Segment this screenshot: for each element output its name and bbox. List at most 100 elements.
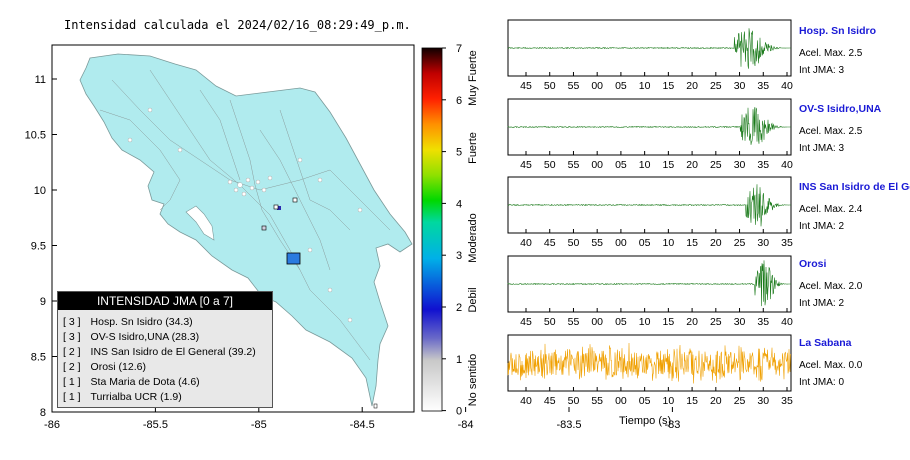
legend-level: 2 xyxy=(68,361,75,373)
station-marker xyxy=(292,197,298,203)
seismogram-tick-label: 30 xyxy=(757,395,769,407)
seismogram-tick-label: 20 xyxy=(686,316,698,328)
legend-item: [ 2 ] Orosi (12.6) xyxy=(63,361,146,373)
seismogram-trace xyxy=(507,342,792,384)
legend-label: INS San Isidro de El General (39.2) xyxy=(90,346,256,358)
legend-title: INTENSIDAD JMA [0 a 7] xyxy=(58,292,272,310)
seismogram-trace xyxy=(507,260,791,307)
station-marker xyxy=(277,206,281,210)
map-y-tick-label: 9 xyxy=(40,296,46,308)
legend-label: Turrialba UCR (1.9) xyxy=(90,391,182,403)
map-x-tick-label: -84.5 xyxy=(350,419,375,431)
legend-label: Orosi (12.6) xyxy=(90,361,146,373)
seismogram-tick-label: 40 xyxy=(781,316,793,328)
station-intensity: Int JMA: 2 xyxy=(799,221,845,232)
map-y-tick-label: 8 xyxy=(40,407,46,419)
legend-level: 1 xyxy=(68,391,75,403)
station-name: INS San Isidro de El Ge xyxy=(799,181,910,193)
colorbar-tick-label: 5 xyxy=(456,147,462,159)
map-x-tick-label: -86 xyxy=(44,419,60,431)
colorbar-class-label: Debil xyxy=(467,287,479,312)
seismogram-tick-label: 20 xyxy=(686,80,698,92)
seismogram-tick-label: 30 xyxy=(734,159,746,171)
seismogram-tick-label: 40 xyxy=(520,237,532,249)
nicoya-gulf xyxy=(185,205,215,241)
legend-level: 3 xyxy=(68,331,75,343)
intensity-legend: INTENSIDAD JMA [0 a 7] [ 3 ] Hosp. Sn Isi… xyxy=(57,291,273,408)
station-accel: Acel. Max. 0.0 xyxy=(799,360,863,371)
seismogram-tick-label: 00 xyxy=(591,159,603,171)
station-intensity: Int JMA: 3 xyxy=(799,65,845,76)
map-y-tick-label: 11 xyxy=(35,74,46,86)
station-name: Orosi xyxy=(799,258,827,270)
map-y-tick-label: 10 xyxy=(34,185,46,197)
colorbar-tick-label: 2 xyxy=(456,302,462,314)
colorbar-ticks: 7 6 5 4 3 2 1 0 xyxy=(442,43,462,418)
colorbar-class-label: Fuerte xyxy=(467,132,479,164)
seismogram-tick-label: 55 xyxy=(591,237,603,249)
seismogram-trace xyxy=(507,107,791,145)
station-marker xyxy=(261,225,267,231)
seismogram-tick-label: 10 xyxy=(639,159,651,171)
station-accel: Acel. Max. 2.5 xyxy=(799,126,863,137)
station-intensity: Int JMA: 2 xyxy=(799,298,845,309)
seismogram-tick-label: 35 xyxy=(757,159,769,171)
seismogram-tick-label: 55 xyxy=(568,80,580,92)
seismogram-tick-label: 25 xyxy=(734,395,746,407)
map-x-tick-label: -83.5 xyxy=(556,419,581,431)
seismogram-tick-label: 05 xyxy=(615,159,627,171)
seismogram-tick-label: 25 xyxy=(734,237,746,249)
map-title: Intensidad calculada el 2024/02/16_08:29… xyxy=(64,18,411,32)
station-intensity: Int JMA: 0 xyxy=(799,377,845,388)
legend-item: [ 3 ] Hosp. Sn Isidro (34.3) xyxy=(63,316,193,328)
seismogram-tick-label: 30 xyxy=(734,316,746,328)
seismogram-tick-label: 20 xyxy=(686,159,698,171)
colorbar-tick-label: 4 xyxy=(456,198,462,210)
seismogram-tick-label: 05 xyxy=(615,80,627,92)
colorbar-tick-label: 6 xyxy=(456,95,462,107)
map-x-tick-label: -85.5 xyxy=(143,419,168,431)
station-accel: Acel. Max. 2.4 xyxy=(799,204,863,215)
legend-label: OV-S Isidro,UNA (28.3) xyxy=(90,331,200,343)
seismogram-tick-label: 25 xyxy=(710,316,722,328)
seismogram-tick-label: 15 xyxy=(663,159,675,171)
colorbar-class-label: Muy Fuerte xyxy=(467,50,479,106)
map-x-tick-label: -84 xyxy=(458,419,474,431)
costa-rica-landmass xyxy=(79,53,413,407)
seismogram-tick-label: 20 xyxy=(710,237,722,249)
seismogram-tick-label: 00 xyxy=(615,237,627,249)
seismogram-tick-label: 10 xyxy=(663,395,675,407)
seismogram-tick-label: 35 xyxy=(781,395,793,407)
seismogram-panels: 45 50 55 00 05 10 15 20 25 30 35 40 45 50 55 00 05 10 15 20… xyxy=(507,19,793,407)
seismogram-trace xyxy=(507,184,791,227)
seismogram-tick-label: 15 xyxy=(663,316,675,328)
seismogram-tick-label: 55 xyxy=(568,316,580,328)
seismogram-tick-label: 05 xyxy=(639,395,651,407)
legend-item: [ 1 ] Sta Maria de Dota (4.6) xyxy=(63,376,200,388)
seismogram-tick-label: 35 xyxy=(757,316,769,328)
seismogram-panel: 45 50 55 00 05 10 15 20 25 30 35 40 xyxy=(507,255,793,328)
seismogram-tick-label: 50 xyxy=(544,159,556,171)
map-y-tick-label: 10.5 xyxy=(25,130,46,142)
seismogram-trace xyxy=(507,28,791,69)
map-y-tick-label: 9.5 xyxy=(31,241,46,253)
seismogram-tick-label: 05 xyxy=(639,237,651,249)
seismogram-tick-label: 05 xyxy=(615,316,627,328)
seismogram-panel: 45 50 55 00 05 10 15 20 25 30 35 40 xyxy=(507,19,793,92)
seismogram-tick-label: 15 xyxy=(686,237,698,249)
map-x-tick-label: -85 xyxy=(251,419,267,431)
legend-label: Hosp. Sn Isidro (34.3) xyxy=(90,316,193,328)
seismogram-tick-label: 55 xyxy=(591,395,603,407)
town-markers xyxy=(127,107,363,323)
colorbar-tick-label: 7 xyxy=(456,43,462,55)
map-y-axis: 11 10.5 10 9.5 9 8.5 8 xyxy=(25,74,57,419)
seismogram-tick-label: 50 xyxy=(568,395,580,407)
seismogram-tick-label: 45 xyxy=(520,316,532,328)
colorbar-classes: Muy Fuerte Fuerte Moderado Debil No sentido xyxy=(467,50,479,406)
seismogram-tick-label: 55 xyxy=(568,159,580,171)
station-intensity: Int JMA: 3 xyxy=(799,143,845,154)
map-y-tick-label: 8.5 xyxy=(31,352,46,364)
station-marker xyxy=(373,403,378,409)
seismogram-tick-label: 35 xyxy=(781,237,793,249)
seismogram-tick-label: 15 xyxy=(663,80,675,92)
